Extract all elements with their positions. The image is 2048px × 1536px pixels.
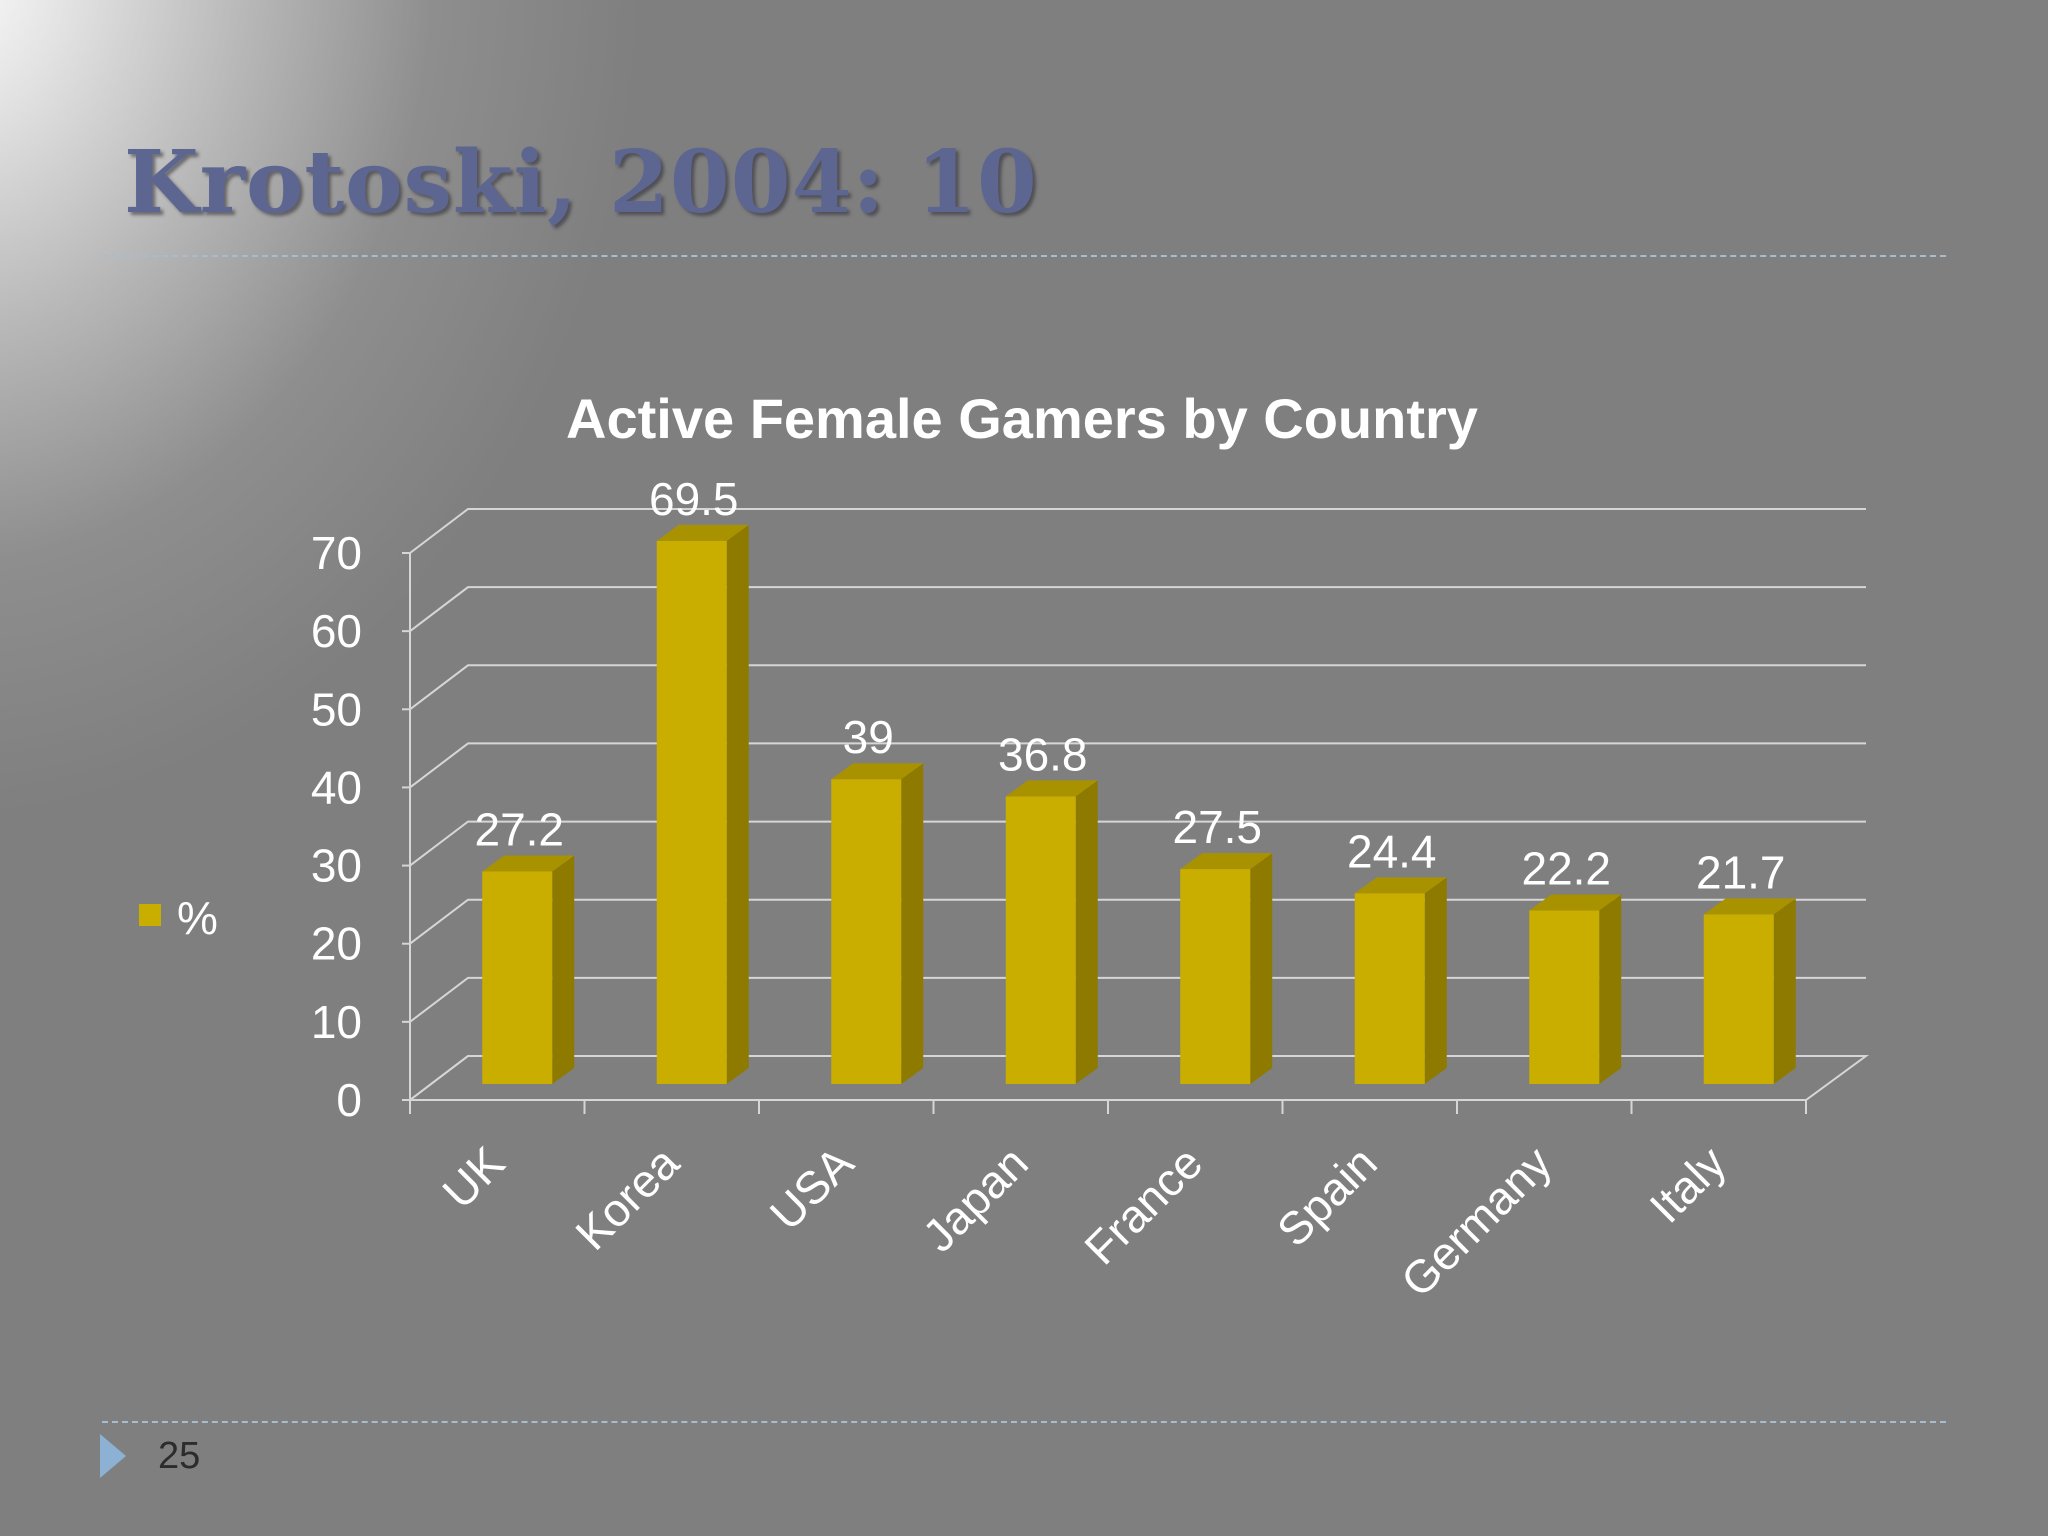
data-label: 27.5 bbox=[1172, 801, 1262, 853]
y-tick-label: 70 bbox=[311, 527, 362, 579]
bar-top bbox=[1354, 877, 1447, 894]
gridline bbox=[409, 1055, 1866, 1101]
bar-side bbox=[1075, 780, 1098, 1084]
title-divider bbox=[102, 255, 1946, 257]
footer-divider bbox=[102, 1421, 1946, 1423]
bar bbox=[482, 855, 575, 1084]
bar-top bbox=[482, 855, 575, 872]
bar-front bbox=[1529, 910, 1600, 1084]
legend-label: % bbox=[177, 892, 218, 944]
gridline bbox=[409, 586, 1866, 632]
bar bbox=[1529, 894, 1622, 1084]
bar-top bbox=[1703, 898, 1796, 915]
bar-top bbox=[831, 763, 924, 780]
gridline bbox=[409, 664, 1866, 711]
bar-side bbox=[726, 524, 749, 1084]
bar-side bbox=[901, 763, 924, 1084]
bar-front bbox=[482, 871, 553, 1084]
x-tick-labels: UK Korea USA Japan France Spain Germany Italy bbox=[432, 1136, 1735, 1307]
data-label: 27.2 bbox=[474, 803, 564, 855]
gridline bbox=[409, 508, 1866, 554]
gridlines bbox=[409, 508, 1866, 1101]
bar-front bbox=[831, 779, 902, 1084]
gridline bbox=[409, 820, 1866, 867]
gridline bbox=[409, 898, 1866, 945]
play-arrow-icon bbox=[100, 1434, 126, 1478]
bar-front bbox=[1354, 893, 1425, 1084]
gridline bbox=[409, 976, 1866, 1023]
bar-top bbox=[656, 524, 749, 541]
bars bbox=[482, 524, 1796, 1084]
x-tick-label: USA bbox=[760, 1136, 864, 1240]
x-tick-label: France bbox=[1074, 1136, 1212, 1274]
legend: % bbox=[139, 892, 218, 944]
bar-top bbox=[1180, 853, 1273, 870]
bar bbox=[656, 524, 749, 1084]
legend-swatch bbox=[139, 904, 161, 926]
bar-side bbox=[1599, 894, 1622, 1084]
y-tick-label: 30 bbox=[311, 840, 362, 892]
axes bbox=[402, 552, 1870, 1114]
data-label: 36.8 bbox=[998, 728, 1088, 780]
bar bbox=[1354, 877, 1447, 1084]
y-tick-label: 50 bbox=[311, 683, 362, 735]
data-label: 22.2 bbox=[1521, 843, 1611, 895]
bar bbox=[831, 763, 924, 1084]
y-tick-label: 40 bbox=[311, 761, 362, 813]
bar-side bbox=[552, 855, 575, 1084]
bar-side bbox=[1424, 877, 1447, 1084]
y-tick-label: 10 bbox=[311, 996, 362, 1048]
chart-floor bbox=[407, 1055, 1870, 1101]
y-tick-label: 0 bbox=[336, 1074, 362, 1126]
bar-top bbox=[1529, 894, 1622, 911]
data-labels: 27.2 69.5 39 36.8 27.5 24.4 22.2 21.7 bbox=[474, 473, 1785, 899]
x-tick-label: Italy bbox=[1639, 1136, 1735, 1232]
data-label: 21.7 bbox=[1696, 846, 1786, 898]
slide-title: Krotoski, 2004: 10 bbox=[124, 132, 1038, 233]
bar-front bbox=[1703, 914, 1774, 1084]
bar bbox=[1180, 853, 1273, 1084]
bar bbox=[1703, 898, 1796, 1084]
bar-side bbox=[1250, 853, 1273, 1084]
chart-title: Active Female Gamers by Country bbox=[566, 387, 1478, 450]
bar-front bbox=[1005, 796, 1076, 1084]
page-number: 25 bbox=[158, 1434, 201, 1477]
x-tick-label: Germany bbox=[1391, 1136, 1562, 1307]
data-label: 39 bbox=[843, 711, 894, 763]
x-tick-label: Japan bbox=[912, 1136, 1037, 1261]
data-label: 69.5 bbox=[649, 473, 739, 525]
gridline bbox=[409, 742, 1866, 789]
bar-front bbox=[656, 540, 727, 1084]
y-tick-labels: 0 10 20 30 40 50 60 70 bbox=[311, 527, 362, 1126]
y-tick-label: 20 bbox=[311, 918, 362, 970]
bar bbox=[1005, 780, 1098, 1084]
bar-top bbox=[1005, 780, 1098, 797]
x-tick-label: UK bbox=[432, 1136, 514, 1218]
y-tick-label: 60 bbox=[311, 605, 362, 657]
x-tick-label: Spain bbox=[1267, 1136, 1387, 1256]
data-label: 24.4 bbox=[1347, 825, 1437, 877]
bar-side bbox=[1773, 898, 1796, 1084]
bar-front bbox=[1180, 869, 1251, 1084]
slide-footer: 25 bbox=[100, 1434, 200, 1478]
x-tick-label: Korea bbox=[565, 1136, 689, 1260]
